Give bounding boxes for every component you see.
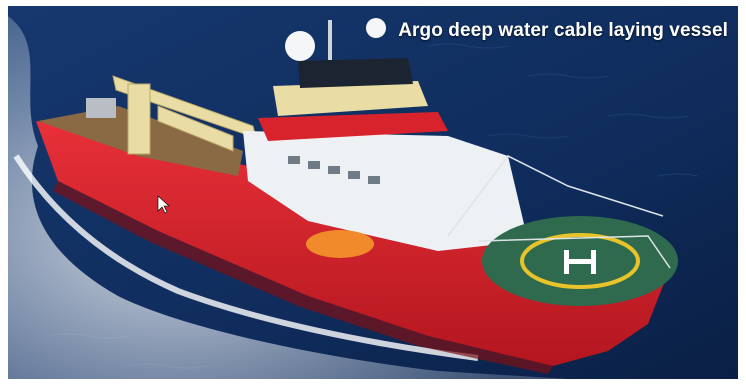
red-band	[258, 112, 448, 141]
mast	[328, 20, 332, 60]
wake	[8, 16, 568, 379]
lifeboat	[306, 230, 374, 258]
superstructure-windows	[288, 156, 380, 184]
bridge-windows	[298, 58, 413, 88]
helideck-h	[564, 250, 596, 274]
wake-foam	[13, 154, 479, 361]
cursor-icon	[157, 195, 170, 214]
bridge-deck	[273, 81, 428, 116]
photo-frame: Argo deep water cable laying vessel	[8, 6, 738, 379]
deck-container	[86, 98, 116, 118]
photo-caption: Argo deep water cable laying vessel	[398, 20, 728, 41]
hull-shadow	[53, 181, 553, 374]
helideck-ring	[520, 233, 640, 289]
vessel-photo	[8, 6, 738, 379]
deck-railing	[447, 155, 671, 269]
radar-dome-right	[366, 18, 386, 38]
radar-dome-left	[285, 31, 315, 61]
crane	[112, 75, 257, 155]
